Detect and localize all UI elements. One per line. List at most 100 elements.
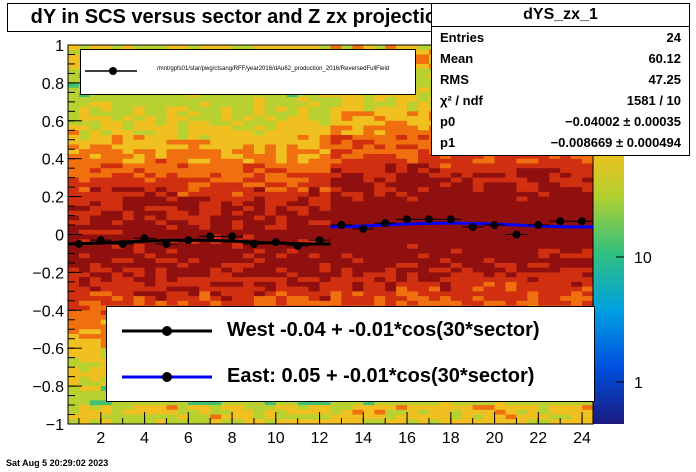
heat-cell [177,196,189,202]
heat-cell [352,277,364,283]
heat-cell [483,258,496,264]
heat-cell [396,215,408,221]
heat-cell [89,253,102,259]
heat-cell [297,135,310,141]
heat-cell [396,125,408,131]
heat-cell [428,300,441,307]
heat-cell [199,414,211,420]
heat-cell [538,210,550,217]
heat-cell [122,215,135,221]
stat-row-p1: p1 −0.008669 ± 0.000494 [440,135,681,150]
heat-cell [418,135,430,141]
heat-cell [188,97,200,103]
heat-cell [396,267,408,273]
heat-cell [538,153,550,160]
heat-cell [199,239,211,245]
heat-cell [210,262,222,269]
heat-cell [68,206,80,212]
x-tick-label: 6 [184,430,193,447]
heat-cell [560,277,572,283]
heat-cell [155,135,168,141]
heat-cell [341,267,353,273]
heat-cell [286,225,299,231]
heat-cell [133,409,146,416]
heat-cell [538,300,550,307]
heat-cell [308,172,321,179]
heat-cell [232,300,244,307]
heat-cell [89,130,102,136]
heat-cell [221,225,233,231]
heat-cell [100,277,113,283]
heat-cell [253,286,266,292]
heat-cell [352,414,364,420]
heat-cell [89,367,102,373]
heat-cell [144,400,157,406]
heat-cell [341,130,353,136]
heat-cell [89,182,102,188]
heat-cell [78,419,91,425]
heat-cell [352,45,364,51]
heat-cell [374,191,386,198]
heat-cell [330,239,343,245]
heat-cell [297,277,310,283]
heat-cell [89,338,102,345]
heat-cell [155,414,168,420]
heat-cell [439,286,452,292]
heat-cell [111,405,124,411]
heat-cell [78,144,91,150]
heat-cell [363,111,375,117]
heat-cell [275,300,288,307]
heat-cell [297,158,310,165]
heat-cell [68,172,80,179]
heat-cell [418,234,430,240]
heat-cell [297,215,310,221]
heat-cell [78,215,91,221]
heat-cell [461,229,474,236]
heat-cell [483,158,496,165]
heat-cell [78,120,91,127]
heat-cell [297,163,310,169]
heat-cell [253,419,266,425]
heat-cell [330,409,343,416]
heat-cell [264,419,277,425]
heat-cell [385,139,397,146]
heat-cell [122,409,135,416]
heat-cell [68,324,80,330]
heat-cell [549,409,561,416]
heat-cell [210,253,222,259]
heat-cell [210,300,222,307]
heat-cell [374,229,386,236]
heat-cell [199,409,211,416]
heat-cell [253,272,266,278]
heat-cell [166,405,178,411]
heat-cell [505,243,518,250]
heat-cell [78,101,91,108]
heat-cell [483,400,496,406]
heat-cell [122,229,135,236]
heat-cell [210,158,222,165]
heat-cell [264,153,277,160]
heat-cell [275,125,288,131]
heat-cell [472,405,485,411]
heat-cell [319,191,332,198]
heat-cell [243,248,255,255]
heat-cell [199,272,211,278]
heat-cell [374,286,386,292]
heat-cell [286,196,299,202]
heat-cell [253,172,266,179]
heat-cell [582,419,594,425]
heat-cell [516,229,528,236]
heat-cell [582,210,594,217]
heat-cell [133,405,146,411]
heat-cell [199,135,211,141]
heat-cell [494,272,507,278]
heat-cell [352,296,364,302]
heat-cell [111,130,124,136]
heat-cell [133,116,146,122]
heat-cell [527,182,539,188]
heat-cell [418,59,430,65]
heat-cell [89,333,102,340]
heat-cell [286,130,299,136]
heat-cell [89,168,102,174]
heat-cell [78,196,91,202]
